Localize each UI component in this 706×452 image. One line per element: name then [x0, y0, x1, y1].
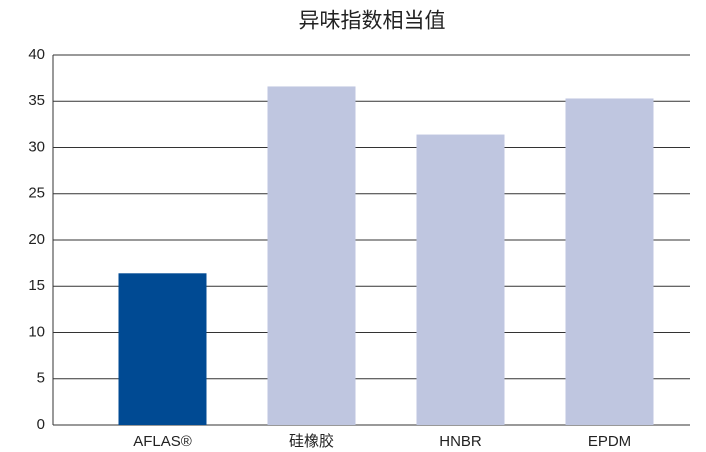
y-tick-label: 40: [28, 46, 45, 63]
chart-title: 异味指数相当值: [299, 10, 446, 33]
y-tick-label: 5: [37, 370, 45, 387]
y-tick-label: 0: [37, 416, 45, 433]
x-tick-label: EPDM: [588, 433, 631, 450]
y-tick-label: 35: [28, 92, 45, 109]
y-tick-label: 30: [28, 138, 45, 155]
y-tick-label: 15: [28, 277, 45, 294]
x-tick-label: HNBR: [439, 433, 482, 450]
y-tick-label: 20: [28, 231, 45, 248]
x-tick-label: 硅橡胶: [289, 433, 334, 450]
y-tick-label: 25: [28, 185, 45, 202]
bar: [565, 98, 654, 425]
bar: [416, 134, 505, 426]
bar: [267, 86, 356, 425]
x-tick-label: AFLAS®: [133, 433, 192, 450]
bar: [118, 273, 207, 425]
y-tick-label: 10: [28, 323, 45, 340]
